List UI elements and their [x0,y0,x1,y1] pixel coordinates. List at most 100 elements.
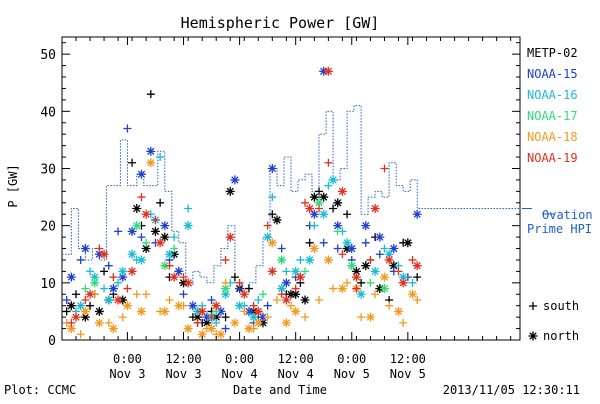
point-south [142,290,151,299]
legend-entry: NOAA-17 [527,109,578,123]
point-north [202,318,212,328]
point-south [371,290,380,299]
legend-entry: NOAA-18 [527,130,578,144]
point-north [90,272,100,282]
point-north [375,232,385,242]
point-north [305,204,315,214]
point-north [370,266,380,276]
point-south [230,273,239,282]
point-south [263,301,272,310]
point-south [343,210,352,219]
x-tick-label-time: 12:00 [165,352,201,366]
point-south [333,244,342,253]
point-north [337,284,347,294]
point-north [342,244,352,254]
point-north [94,318,104,328]
y-tick-label: 40 [40,105,56,120]
point-north [379,284,389,294]
point-north [85,289,95,299]
marker-legend-south: south [529,299,579,313]
point-south [375,250,384,259]
point-south [399,318,408,327]
point-north [272,215,282,225]
plot-area [61,36,521,341]
x-tick-label-time: 0:00 [113,352,142,366]
point-south [301,313,310,322]
point-south [352,284,361,293]
point-north [183,324,193,334]
point-south [137,233,146,242]
point-south [272,295,281,304]
point-north [384,249,394,259]
point-north [127,249,137,259]
point-north [379,272,389,282]
point-north [211,301,221,311]
point-south [95,244,104,253]
x-tick-label-date: Nov 5 [390,367,426,381]
point-north [309,209,319,219]
point-north [398,272,408,282]
point-south [212,318,221,327]
point-south [165,261,174,270]
point-south [315,187,324,196]
point-north [160,232,170,242]
series-noaa-19-north [71,66,422,322]
marker-legend-north: north [528,329,579,343]
point-north [164,249,174,259]
point-south [240,307,249,316]
point-south [291,284,300,293]
point-north [141,209,151,219]
point-south [156,198,165,207]
series-noaa-15-north [66,66,422,322]
point-north [193,306,203,316]
point-south [86,267,95,276]
point-south [268,210,277,219]
point-north [398,278,408,288]
point-south [263,313,272,322]
point-north [66,272,76,282]
x-tick-label-date: Nov 5 [334,367,370,381]
point-south [67,318,76,327]
point-north [80,312,90,322]
point-south [296,255,305,264]
point-north [403,238,413,248]
point-north [389,261,399,271]
point-north [230,175,240,185]
point-north [104,295,114,305]
point-south [165,295,174,304]
point-north [221,284,231,294]
point-north [361,261,371,271]
y-tick-label: 50 [40,48,56,63]
point-north [267,238,277,248]
point-south [170,233,179,242]
x-tick-label-date: Nov 4 [278,367,314,381]
point-north [90,278,100,288]
point-north [108,324,118,334]
point-north [528,331,538,341]
point-north [155,238,165,248]
point-north [132,204,142,214]
point-south [413,295,422,304]
y-tick-label: 20 [40,220,56,235]
point-north [389,244,399,254]
x-tick-label-time: 0:00 [337,352,366,366]
point-south [263,221,272,230]
point-north [305,255,315,265]
point-south [114,227,123,236]
point-north [118,266,128,276]
point-south [62,307,71,316]
point-north [141,244,151,254]
point-south [319,238,328,247]
point-north [94,249,104,259]
series-noaa-15-south [62,124,412,333]
point-north [118,295,128,305]
point-north [356,289,366,299]
point-north [300,295,310,305]
point-north [99,249,109,259]
x-tick-label-date: Nov 4 [222,367,258,381]
point-south [254,295,263,304]
point-north [249,306,259,316]
point-south [277,244,286,253]
point-south [156,153,165,162]
point-north [94,306,104,316]
